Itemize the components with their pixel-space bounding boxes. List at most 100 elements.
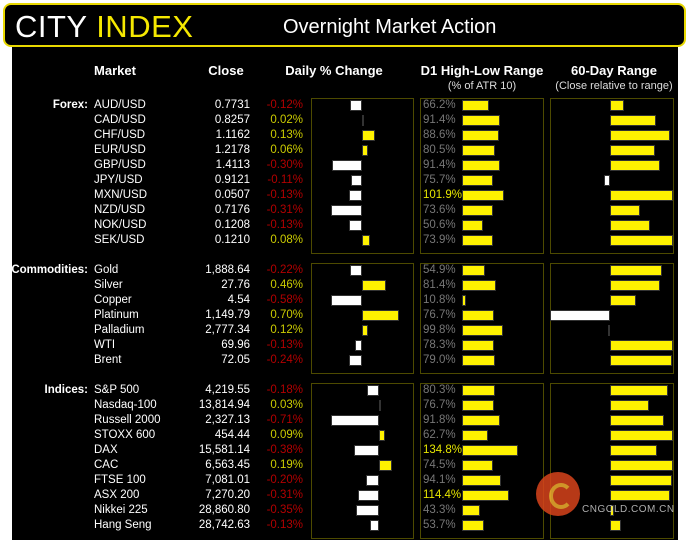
market-name[interactable]: SEK/USD bbox=[94, 234, 145, 246]
d1-range-bar bbox=[462, 355, 495, 366]
d1-range-bar bbox=[462, 520, 485, 531]
day60-range-bar bbox=[610, 430, 673, 441]
market-name[interactable]: CAC bbox=[94, 459, 119, 471]
daily-change-value: 0.02% bbox=[270, 114, 303, 126]
daily-change-bar bbox=[379, 460, 392, 471]
market-name[interactable]: CHF/USD bbox=[94, 129, 146, 141]
d1-range-bar bbox=[462, 235, 493, 246]
day60-range-bar bbox=[610, 160, 661, 171]
d1-range-bar bbox=[462, 205, 493, 216]
daily-change-value: 0.12% bbox=[270, 324, 303, 336]
market-name[interactable]: Russell 2000 bbox=[94, 414, 161, 426]
close-value: 1.4113 bbox=[215, 159, 250, 171]
daily-change-value: -0.58% bbox=[266, 294, 303, 306]
column-subheader-60day-range: (Close relative to range) bbox=[555, 80, 673, 92]
daily-change-bar bbox=[350, 100, 362, 111]
daily-change-value: -0.31% bbox=[266, 204, 303, 216]
market-name[interactable]: ASX 200 bbox=[94, 489, 140, 501]
day60-range-bar bbox=[610, 220, 650, 231]
market-name[interactable]: Nasdaq-100 bbox=[94, 399, 157, 411]
market-name[interactable]: WTI bbox=[94, 339, 116, 351]
market-name[interactable]: Brent bbox=[94, 354, 122, 366]
daily-change-bar bbox=[331, 295, 362, 306]
day60-range-chart-box bbox=[550, 383, 674, 539]
market-name[interactable]: JPY/USD bbox=[94, 174, 143, 186]
daily-change-bar bbox=[349, 220, 362, 231]
d1-range-value: 76.7% bbox=[423, 399, 456, 411]
day60-range-bar bbox=[610, 100, 625, 111]
market-name[interactable]: AUD/USD bbox=[94, 99, 146, 111]
daily-change-value: -0.20% bbox=[266, 474, 303, 486]
market-name[interactable]: EUR/USD bbox=[94, 144, 146, 156]
daily-change-value: 0.19% bbox=[270, 459, 303, 471]
day60-range-bar bbox=[603, 175, 610, 186]
d1-range-bar bbox=[462, 415, 501, 426]
daily-change-value: -0.31% bbox=[266, 489, 303, 501]
d1-range-value: 99.8% bbox=[423, 324, 456, 336]
daily-change-bar bbox=[362, 280, 387, 291]
market-name[interactable]: GBP/USD bbox=[94, 159, 146, 171]
column-header-60day-range: 60-Day Range bbox=[571, 63, 657, 78]
daily-change-bar bbox=[331, 415, 379, 426]
daily-change-value: 0.08% bbox=[270, 234, 303, 246]
close-value: 0.7731 bbox=[214, 99, 250, 111]
market-name[interactable]: CAD/USD bbox=[94, 114, 146, 126]
d1-range-value: 50.6% bbox=[423, 219, 456, 231]
close-value: 2,777.34 bbox=[205, 324, 250, 336]
market-name[interactable]: Silver bbox=[94, 279, 123, 291]
city-index-logo: CITY INDEX bbox=[15, 10, 193, 44]
close-value: 0.8257 bbox=[214, 114, 250, 126]
close-value: 2,327.13 bbox=[205, 414, 250, 426]
market-name[interactable]: Copper bbox=[94, 294, 132, 306]
daily-change-bar bbox=[332, 160, 362, 171]
cngold-logo-icon bbox=[536, 472, 580, 516]
daily-change-chart-box bbox=[311, 98, 414, 254]
d1-range-bar bbox=[462, 430, 489, 441]
market-name[interactable]: Gold bbox=[94, 264, 119, 276]
market-name[interactable]: Platinum bbox=[94, 309, 139, 321]
d1-range-bar bbox=[462, 160, 500, 171]
market-name[interactable]: MXN/USD bbox=[94, 189, 148, 201]
daily-change-value: -0.13% bbox=[266, 219, 303, 231]
market-name[interactable]: FTSE 100 bbox=[94, 474, 146, 486]
d1-range-bar bbox=[462, 445, 518, 456]
d1-range-value: 80.5% bbox=[423, 144, 456, 156]
d1-range-value: 75.7% bbox=[423, 174, 456, 186]
page-title: Overnight Market Action bbox=[283, 16, 497, 38]
market-name[interactable]: Nikkei 225 bbox=[94, 504, 148, 516]
d1-range-value: 101.9% bbox=[423, 189, 463, 201]
daily-change-bar bbox=[365, 475, 379, 486]
daily-change-value: -0.38% bbox=[266, 444, 303, 456]
day60-range-bar bbox=[610, 460, 673, 471]
close-value: 72.05 bbox=[221, 354, 250, 366]
day60-range-bar bbox=[610, 235, 673, 246]
close-value: 28,860.80 bbox=[198, 504, 250, 516]
d1-range-bar bbox=[462, 310, 494, 321]
d1-range-value: 79.0% bbox=[423, 354, 456, 366]
close-value: 0.9121 bbox=[214, 174, 250, 186]
day60-range-bar bbox=[610, 190, 673, 201]
d1-range-bar bbox=[462, 280, 496, 291]
d1-range-value: 74.5% bbox=[423, 459, 456, 471]
market-name[interactable]: Hang Seng bbox=[94, 519, 152, 531]
market-name[interactable]: NZD/USD bbox=[94, 204, 146, 216]
daily-change-bar bbox=[362, 115, 364, 126]
watermark-domain: CNGOLD.COM.CN bbox=[582, 504, 675, 515]
market-name[interactable]: NOK/USD bbox=[94, 219, 147, 231]
market-name[interactable]: S&P 500 bbox=[94, 384, 140, 396]
market-name[interactable]: Palladium bbox=[94, 324, 145, 336]
close-value: 13,814.94 bbox=[198, 399, 250, 411]
d1-range-chart-box bbox=[420, 263, 544, 374]
daily-change-value: -0.18% bbox=[266, 384, 303, 396]
market-name[interactable]: DAX bbox=[94, 444, 118, 456]
d1-range-chart-box bbox=[420, 383, 544, 539]
d1-range-value: 73.9% bbox=[423, 234, 456, 246]
daily-change-bar bbox=[350, 265, 362, 276]
daily-change-bar bbox=[379, 430, 386, 441]
day60-range-bar bbox=[610, 145, 656, 156]
market-name[interactable]: STOXX 600 bbox=[94, 429, 156, 441]
close-value: 454.44 bbox=[214, 429, 250, 441]
daily-change-bar bbox=[353, 445, 379, 456]
section-label: Commodities: bbox=[11, 264, 88, 276]
d1-range-bar bbox=[462, 325, 504, 336]
